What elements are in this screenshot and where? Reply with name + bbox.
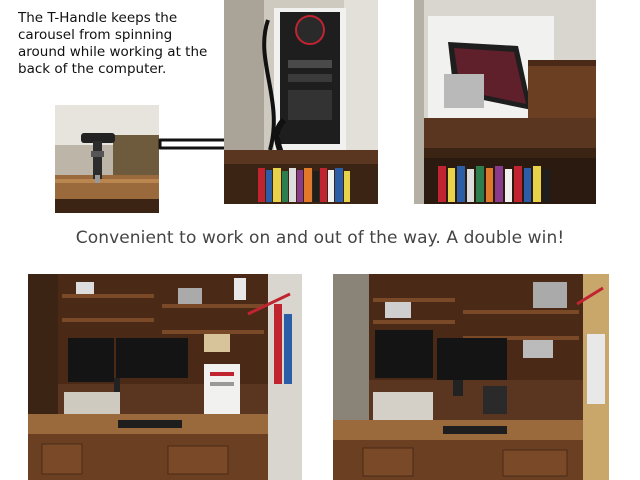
computer-side-photo: [414, 0, 596, 204]
photo-caption: Convenient to work on and out of the way…: [75, 228, 565, 248]
t-handle-note: The T-Handle keeps the carousel from spi…: [18, 10, 208, 77]
desk-setup-photo-left: [28, 274, 302, 480]
desk-setup-photo-right: [333, 274, 609, 480]
computer-back-photo: [224, 0, 378, 204]
t-handle-closeup-photo: [55, 105, 159, 213]
